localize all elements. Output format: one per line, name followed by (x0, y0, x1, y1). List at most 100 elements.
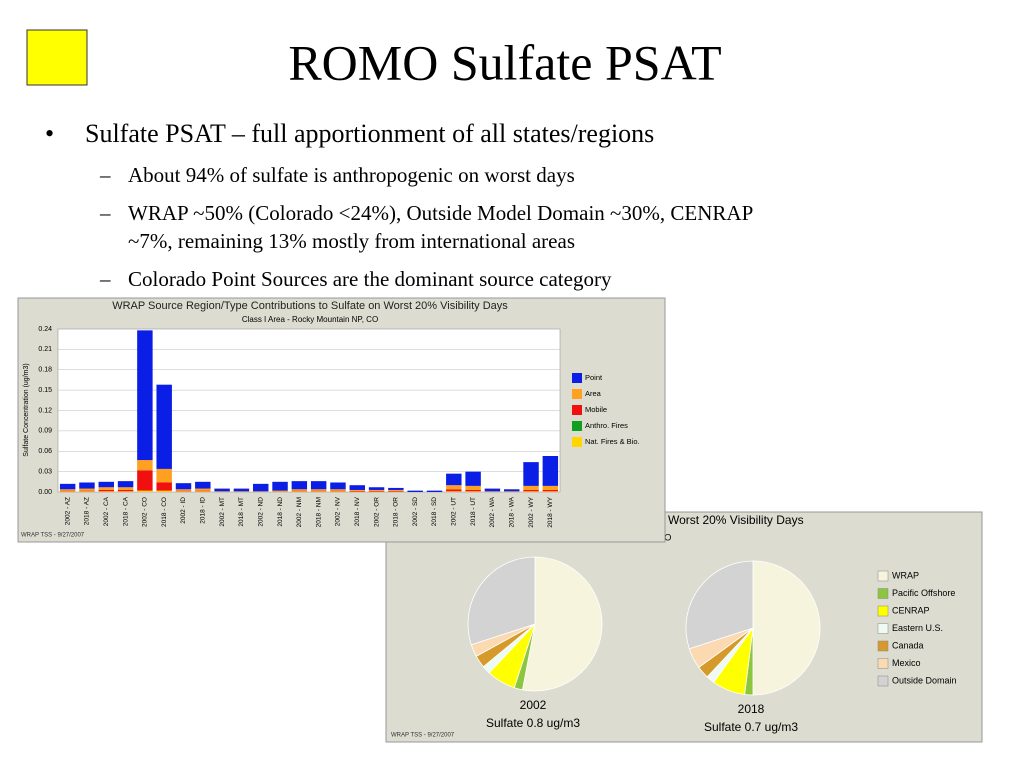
legend-swatch (572, 405, 582, 415)
bar-segment (504, 491, 520, 492)
bar-segment (446, 485, 462, 490)
bar-segment (523, 491, 539, 492)
x-tick-label: 2018 - CO (161, 497, 168, 527)
bar-segment (310, 491, 327, 492)
legend-label: Pacific Offshore (892, 588, 955, 598)
x-tick-label: 2002 - UT (451, 497, 458, 526)
bar-segment (330, 491, 346, 492)
bar-segment (214, 491, 230, 492)
bar-segment (349, 485, 365, 490)
pie-title: Worst 20% Visibility Days (668, 513, 804, 527)
bar-segment (137, 490, 153, 492)
bar-segment (117, 491, 134, 492)
pie-slice (521, 556, 603, 692)
bar-segment (59, 490, 76, 492)
x-tick-label: 2018 - MT (238, 497, 245, 527)
footnote: WRAP TSS - 9/27/2007 (391, 733, 455, 739)
bar-segment (388, 487, 404, 490)
bar-segment (175, 489, 192, 491)
footnote: WRAP TSS - 9/27/2007 (21, 533, 85, 539)
legend-label: CENRAP (892, 605, 930, 615)
bar-segment (542, 491, 559, 492)
bar-segment (542, 485, 559, 490)
x-tick-label: 2002 - NV (335, 496, 342, 526)
bar-segment (484, 491, 501, 492)
legend-label: WRAP (892, 570, 919, 580)
bar-segment (98, 487, 114, 490)
slide-title: ROMO Sulfate PSAT (288, 34, 721, 90)
x-tick-label: 2002 - OR (373, 497, 380, 527)
x-tick-label: 2002 - AZ (64, 497, 71, 525)
bar-segment (291, 489, 308, 491)
bar-segment (446, 491, 462, 492)
sub-bullets: – About 94% of sulfate is anthropogenic o… (99, 163, 753, 291)
bar-segment (79, 488, 95, 491)
y-tick-label: 0.09 (38, 428, 52, 435)
bar-segment (349, 489, 365, 492)
bar-segment (504, 489, 520, 492)
bullet: Sulfate PSAT – full apportionment of all… (85, 119, 654, 148)
bar-segment (368, 487, 385, 490)
legend-label: Mobile (585, 405, 607, 414)
bar-segment (195, 490, 211, 492)
bar-segment (330, 482, 346, 490)
legend-label: Point (585, 373, 603, 382)
legend-label: Eastern U.S. (892, 623, 943, 633)
legend-label: Outside Domain (892, 675, 957, 685)
bar-segment (156, 482, 172, 491)
bar-segment (272, 490, 288, 492)
bar-segment (156, 384, 172, 469)
x-tick-label: 2018 - WY (547, 496, 554, 527)
bar-segment (117, 489, 134, 492)
x-tick-label: 2018 - SD (431, 497, 438, 527)
bar-segment (523, 485, 539, 490)
y-tick-label: 0.00 (38, 489, 52, 496)
x-tick-label: 2018 - UT (470, 497, 477, 526)
sub-bullet-line: About 94% of sulfate is anthropogenic on… (128, 163, 575, 187)
x-tick-label: 2018 - NM (315, 497, 322, 527)
legend-swatch (572, 389, 582, 399)
bar-segment (542, 489, 559, 492)
bar-segment (79, 491, 95, 492)
bar-segment (310, 490, 327, 492)
bar-segment (253, 491, 269, 492)
bar-segment (79, 482, 95, 489)
bar-segment (542, 456, 559, 486)
x-tick-label: 2018 - AZ (84, 497, 91, 525)
bar-segment (137, 460, 153, 471)
bar-segment (195, 491, 211, 492)
legend-label: Canada (892, 640, 924, 650)
bar-segment (465, 491, 481, 492)
bullet-mark: • (45, 119, 54, 148)
sub-bullet-mark: – (99, 267, 111, 291)
bar-segment (98, 489, 114, 492)
bar-segment (117, 487, 134, 490)
legend-label: Anthro. Fires (585, 421, 628, 430)
bar-segment (388, 489, 404, 492)
bar-segment (137, 330, 153, 461)
sub-bullet-mark: – (99, 201, 111, 225)
bar-segment (291, 491, 308, 492)
x-tick-label: 2018 - ND (277, 497, 284, 527)
x-tick-label: 2002 - ND (257, 497, 264, 527)
y-tick-label: 0.24 (38, 326, 52, 333)
x-tick-label: 2002 - CA (103, 496, 110, 526)
sub-bullet-line: ~7%, remaining 13% mostly from internati… (128, 229, 575, 253)
legend-swatch (877, 675, 889, 687)
y-tick-label: 0.12 (38, 407, 52, 414)
legend-swatch (877, 640, 889, 652)
pie-slice (752, 560, 821, 696)
bar-segment (368, 491, 385, 492)
bar-segment (330, 489, 346, 491)
bar-segment (98, 491, 114, 492)
legend-swatch (877, 658, 889, 669)
bar-segment (465, 471, 481, 486)
x-tick-label: 2018 - ID (200, 497, 207, 524)
bar-segment (465, 489, 481, 492)
bar-segment (310, 481, 327, 490)
bar-segment (253, 483, 269, 492)
bar-segment (214, 488, 230, 492)
x-tick-label: 2018 - WA (508, 496, 515, 527)
bar-segment (523, 462, 539, 486)
